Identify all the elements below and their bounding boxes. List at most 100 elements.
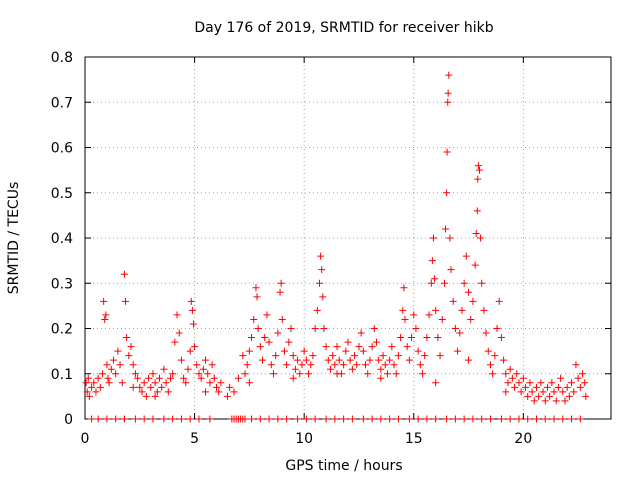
data-point [401, 315, 409, 323]
data-point [136, 383, 144, 391]
data-point [274, 329, 282, 337]
data-point [252, 284, 260, 292]
data-point [449, 297, 457, 305]
data-point [151, 379, 159, 387]
data-point [559, 415, 567, 423]
data-point [526, 379, 534, 387]
data-point [173, 311, 181, 319]
data-point [381, 361, 389, 369]
data-point [140, 415, 148, 423]
data-point [223, 392, 231, 400]
chart-title: Day 176 of 2019, SRMTID for receiver hik… [194, 20, 493, 36]
data-point [429, 234, 437, 242]
data-point [277, 279, 285, 287]
data-point [400, 284, 408, 292]
data-point [519, 374, 527, 382]
data-point [120, 415, 128, 423]
y-tick-label: 0.6 [51, 141, 73, 157]
data-point [432, 415, 440, 423]
data-point [541, 415, 549, 423]
data-point [438, 315, 446, 323]
data-point [403, 343, 411, 351]
data-point [386, 356, 394, 364]
data-point [188, 306, 196, 314]
data-point [467, 315, 475, 323]
data-point [248, 415, 256, 423]
data-point [313, 306, 321, 314]
data-point [351, 352, 359, 360]
data-point [383, 370, 391, 378]
data-point [364, 370, 372, 378]
data-point [326, 365, 334, 373]
data-point [101, 315, 109, 323]
data-point [500, 356, 508, 364]
data-point [206, 379, 214, 387]
y-tick-label: 0.1 [51, 367, 73, 383]
data-point [474, 162, 482, 170]
data-point [386, 415, 394, 423]
data-point [550, 415, 558, 423]
data-point [104, 374, 112, 382]
data-point [88, 415, 96, 423]
data-point [82, 379, 90, 387]
data-point [88, 383, 96, 391]
data-point [532, 383, 540, 391]
data-point [444, 89, 452, 97]
data-point [368, 343, 376, 351]
data-point [443, 415, 451, 423]
data-point [102, 311, 110, 319]
data-point [302, 415, 310, 423]
data-point [515, 379, 523, 387]
data-point [486, 361, 494, 369]
x-axis-label: GPS time / hours [285, 458, 402, 474]
data-point [149, 370, 157, 378]
data-point [213, 383, 220, 391]
data-point [443, 189, 451, 197]
data-point [568, 415, 576, 423]
data-point [318, 266, 326, 274]
data-point [469, 297, 477, 305]
data-point [280, 347, 288, 355]
data-point [294, 356, 302, 364]
data-point [187, 297, 195, 305]
data-point [561, 397, 569, 405]
data-point [287, 325, 295, 332]
data-point [522, 383, 530, 391]
data-point [344, 338, 352, 346]
data-point [515, 415, 523, 423]
data-point [465, 356, 473, 364]
data-point [175, 329, 183, 337]
data-point [123, 334, 131, 342]
data-point [445, 71, 453, 79]
data-point [394, 415, 402, 423]
data-point [348, 415, 356, 423]
data-point [197, 374, 205, 382]
data-point [423, 334, 431, 342]
data-point [206, 415, 214, 423]
data-point [495, 297, 503, 305]
data-point [184, 365, 192, 373]
data-point [103, 415, 111, 423]
data-point [122, 297, 130, 305]
data-point [142, 392, 150, 400]
data-point [353, 361, 361, 369]
data-point [535, 392, 543, 400]
data-point [574, 374, 582, 382]
data-point [517, 388, 525, 396]
data-point [377, 415, 385, 423]
data-point [543, 383, 551, 391]
data-point [502, 388, 510, 396]
data-point [208, 361, 216, 369]
data-point [331, 361, 339, 369]
y-tick-label: 0 [64, 412, 73, 428]
x-tick-label: 10 [295, 431, 313, 447]
data-point [513, 370, 521, 378]
data-point [465, 288, 473, 296]
data-point [241, 415, 249, 423]
x-tick-label: 20 [514, 431, 532, 447]
data-point [83, 388, 91, 396]
data-point [458, 306, 466, 314]
data-point [541, 397, 549, 405]
data-point [456, 329, 464, 337]
data-point [189, 320, 197, 328]
